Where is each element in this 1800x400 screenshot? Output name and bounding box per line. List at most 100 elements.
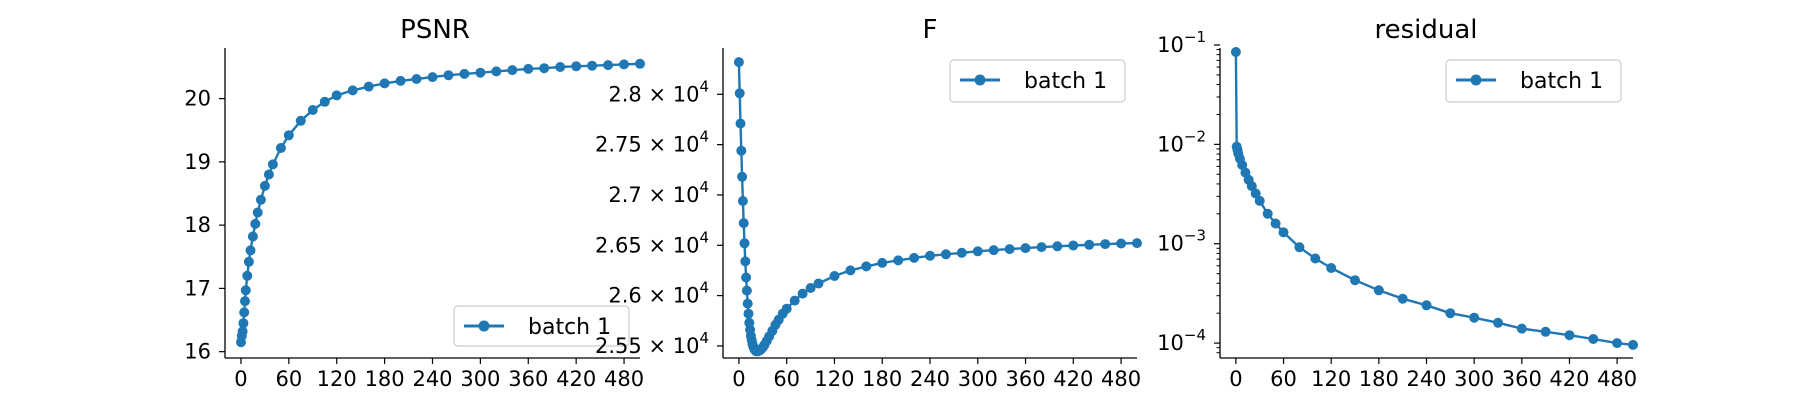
chart-panel-f: F 0 60 120 180 240 300 360 420 480 2.55 × 104 2.6… [595,15,1142,391]
data-point [619,59,629,70]
data-point [1564,330,1575,341]
legend-frame [453,305,630,347]
data-point [797,288,808,299]
data-point [411,74,422,84]
data-point [743,308,754,319]
data-point [734,88,745,99]
axes [219,48,640,364]
data-point [1350,275,1360,286]
data-point [1020,243,1031,254]
data-point [738,218,749,229]
data-point [1100,239,1111,250]
data-point [988,245,999,256]
data-point [247,231,258,242]
chart-title: residual [1374,15,1477,45]
data-point [252,207,263,218]
data-point [1084,239,1095,250]
chart-panel-psnr: PSNR 0 60 120 180 240 300 360 420 480 16 17 18 19 20… [184,15,645,391]
x-tick-label: 360 [508,367,548,391]
data-point [735,118,746,129]
x-tick-label: 240 [910,367,950,391]
data-point [571,61,582,72]
x-tick-label: 420 [556,367,596,391]
data-point [1469,312,1480,323]
data-point [238,318,249,329]
y-tick-label: 10−2 [1157,127,1206,156]
data-point [283,130,294,141]
data-point [1116,238,1127,249]
legend-label: batch 1 [1520,69,1603,94]
data-point [427,72,438,83]
data-point [1036,242,1047,253]
data-point [307,105,318,115]
series-line [737,62,1138,353]
x-tick-label: 120 [317,367,357,391]
data-point [1278,227,1289,238]
series-marks [733,57,1142,357]
series-marks [236,58,645,348]
series-marks [1230,47,1638,350]
x-tick-label: 360 [1502,367,1542,391]
y-tick-label: 10−4 [1157,326,1206,355]
chart-title: F [923,15,938,45]
data-point [1516,323,1527,334]
y-tick-label: 10−1 [1157,28,1206,57]
x-tick-label: 480 [604,367,644,391]
legend-label: batch 1 [528,315,611,340]
y-tick-labels: 10−1 10−2 10−3 10−4 [1157,28,1206,355]
data-point [877,257,888,268]
x-tick-labels: 0 60 120 180 240 300 360 420 480 [732,367,1141,391]
data-point [635,58,645,69]
x-tick-label: 420 [1549,367,1589,391]
data-point [475,67,486,78]
data-point [1294,242,1305,253]
data-point [1254,195,1265,206]
data-point [1250,188,1261,199]
data-point [1445,308,1456,319]
y-tick-label: 2.8 × 104 [608,77,709,106]
legend-marker [974,74,986,86]
data-point [267,159,278,170]
data-point [813,278,824,289]
x-tick-label: 300 [460,367,500,391]
data-point [740,256,751,267]
data-point [1612,338,1623,349]
data-point [1326,263,1337,273]
chart-title: PSNR [400,15,470,45]
data-point [295,115,306,126]
legend-frame [949,59,1126,103]
data-point [1262,208,1273,219]
data-point [245,245,256,256]
x-tick-label: 240 [412,367,452,391]
data-point [1421,300,1432,311]
data-point [363,81,374,92]
y-tick-label: 16 [184,340,211,364]
data-point [736,145,747,156]
y-tick-label: 18 [184,213,211,237]
x-tick-label: 60 [773,367,800,391]
data-point [741,272,752,283]
axes [717,48,1137,364]
data-point [1588,334,1599,344]
y-tick-label: 10−3 [1157,227,1206,256]
data-point [275,143,286,153]
data-point [1310,253,1321,264]
x-tick-label: 240 [1406,367,1446,391]
data-point [507,65,518,76]
data-point [1373,285,1384,296]
x-tick-labels: 0 60 120 180 240 300 360 420 480 [234,367,644,391]
chart-panel-residual: residual 0 60 120 180 240 300 360 420 480 10−110… [1157,15,1638,391]
data-point [733,57,744,68]
legend: batch 1 [1445,59,1622,103]
data-point [1132,238,1142,249]
x-tick-label: 180 [1359,367,1399,391]
data-point [789,295,800,306]
legend-label: batch 1 [1024,69,1107,94]
data-point [972,246,983,257]
y-tick-label: 2.7 × 104 [608,178,709,207]
x-tick-label: 180 [862,367,902,391]
data-point [443,70,454,81]
data-point [893,255,904,266]
x-tick-label: 480 [1101,367,1141,391]
